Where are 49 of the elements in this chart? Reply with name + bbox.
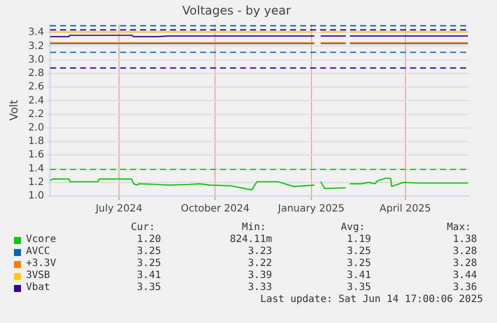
- y-tick-label: 1.8: [28, 136, 44, 148]
- legend-label: AVCC: [26, 246, 50, 258]
- text: 3.28: [452, 246, 477, 258]
- text: 3.25: [136, 246, 161, 258]
- text: 3.39: [248, 270, 272, 282]
- y-tick-label: 3.4: [28, 27, 44, 38]
- text: 1.19: [346, 234, 371, 246]
- legend-label: 3VSB: [26, 270, 50, 282]
- y-tick-label: 1.0: [28, 190, 44, 202]
- text: 3.41: [346, 270, 371, 282]
- text: 3.33: [248, 282, 272, 294]
- x-tick-label: April 2025: [380, 204, 432, 215]
- y-tick-label: 1.2: [28, 176, 44, 188]
- y-tick-label: 2.2: [28, 108, 44, 120]
- text: Max:: [446, 222, 471, 234]
- text: 3.23: [248, 246, 272, 258]
- y-tick-label: 2.4: [28, 95, 44, 106]
- y-tick-label: 2.0: [28, 122, 44, 134]
- text: Last update: Sat Jun 14 17:00:06 2025: [260, 294, 483, 306]
- legend-label: +3.3V: [26, 258, 56, 270]
- text: 1.20: [136, 234, 161, 246]
- y-tick-label: 3.0: [28, 54, 44, 66]
- text: 3.41: [136, 270, 161, 282]
- x-tick-label: July 2024: [94, 204, 142, 215]
- y-tick-label: 3.2: [28, 40, 44, 52]
- text: 1.38: [452, 234, 477, 246]
- text: 824.11m: [230, 234, 272, 246]
- text: 3.25: [136, 258, 161, 270]
- text: Cur:: [130, 222, 155, 234]
- legend-label: Vbat: [26, 282, 50, 294]
- text: 3.36: [452, 282, 477, 294]
- y-axis-title: Volt: [7, 99, 20, 121]
- x-tick-label: October 2024: [180, 204, 250, 215]
- text: 3.25: [346, 246, 371, 258]
- text: 3.44: [452, 270, 477, 282]
- x-tick-label: January 2025: [276, 204, 345, 215]
- y-tick-label: 2.8: [28, 68, 44, 80]
- text: 3.28: [452, 258, 477, 270]
- text: 3.25: [346, 258, 371, 270]
- y-tick-label: 2.6: [28, 82, 44, 93]
- text: 3.35: [136, 282, 161, 294]
- text: 3.22: [248, 258, 272, 270]
- y-tick-label: 1.6: [28, 150, 44, 161]
- legend-label: Vcore: [26, 234, 56, 246]
- y-tick-label: 1.4: [28, 163, 44, 174]
- text: Min:: [242, 222, 266, 234]
- text: Avg:: [340, 222, 365, 234]
- text: 3.35: [346, 282, 371, 294]
- chart-title: Voltages - by year: [182, 3, 291, 18]
